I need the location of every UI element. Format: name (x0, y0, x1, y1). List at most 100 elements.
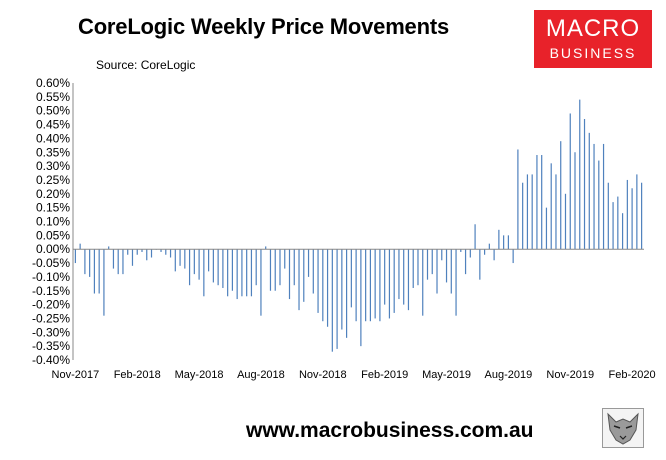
bar (422, 249, 424, 316)
bar (531, 174, 533, 250)
bar (331, 249, 333, 352)
bar (621, 213, 624, 250)
bar (288, 249, 291, 300)
bar (393, 249, 395, 313)
bar (484, 249, 486, 255)
y-tick-label: -0.30% (32, 325, 70, 339)
bar (179, 249, 181, 266)
bar (488, 243, 490, 250)
y-tick-label: 0.60% (36, 76, 70, 90)
bar (626, 179, 628, 250)
bar (369, 249, 371, 322)
bar (503, 235, 505, 250)
bar (150, 249, 153, 258)
bar (255, 249, 257, 286)
bar (583, 119, 586, 250)
bar (550, 163, 552, 250)
bar (188, 249, 191, 286)
y-tick-label: -0.15% (32, 284, 70, 298)
bar (593, 143, 595, 250)
bar (198, 249, 200, 280)
y-tick-label: 0.15% (36, 201, 70, 215)
bar (450, 249, 452, 294)
bar (127, 249, 129, 255)
bar (641, 182, 643, 250)
y-tick-label: -0.40% (32, 353, 70, 367)
y-tick-label: 0.05% (36, 228, 70, 242)
bar (89, 249, 91, 277)
bar (555, 174, 557, 250)
y-tick-label: 0.35% (36, 145, 70, 159)
logo-line-2: BUSINESS (549, 45, 637, 61)
bar (517, 149, 519, 250)
bar (74, 249, 76, 264)
wolf-logo-icon (602, 408, 644, 448)
bar (469, 249, 471, 258)
bar (426, 249, 429, 280)
bar (160, 249, 162, 252)
bar (227, 249, 229, 297)
bar (374, 249, 376, 319)
bar (269, 249, 272, 291)
bar (260, 249, 262, 316)
y-tick-label: 0.50% (36, 104, 70, 118)
bar (241, 249, 243, 297)
y-tick-label: -0.35% (32, 339, 70, 353)
bar (136, 249, 138, 255)
bar (79, 243, 81, 250)
bar (455, 249, 457, 316)
bar (403, 249, 405, 305)
y-tick-label: 0.30% (36, 159, 70, 173)
bar (303, 249, 305, 302)
bar (279, 249, 281, 286)
bar (474, 224, 476, 250)
bar (93, 249, 96, 294)
bar (398, 249, 400, 300)
y-tick-label: 0.25% (36, 173, 70, 187)
x-tick-label: Aug-2019 (485, 369, 533, 381)
bar (431, 249, 433, 275)
bar (326, 249, 329, 327)
bar (346, 249, 348, 338)
bar (412, 249, 414, 288)
bar (341, 249, 343, 330)
bar (284, 249, 286, 269)
bar (388, 249, 391, 319)
bar (350, 249, 352, 308)
y-tick-label: -0.20% (32, 298, 70, 312)
bar (355, 249, 357, 322)
bar (441, 249, 443, 261)
bar (512, 249, 514, 264)
bar (312, 249, 314, 294)
bar (526, 174, 529, 250)
bar (117, 249, 119, 275)
bar (141, 249, 143, 252)
x-tick-label: Aug-2018 (237, 369, 285, 381)
bar (617, 196, 619, 250)
bar (522, 182, 524, 250)
bar (317, 249, 319, 313)
bar (607, 182, 609, 250)
bar (298, 249, 300, 311)
x-tick-label: Nov-2018 (299, 369, 347, 381)
bar (574, 152, 576, 250)
bar (122, 249, 124, 275)
bar (103, 249, 105, 316)
bar (131, 249, 134, 266)
bar (588, 132, 590, 250)
y-tick-label: 0.20% (36, 187, 70, 201)
bar (379, 249, 381, 322)
y-tick-label: 0.45% (36, 118, 70, 132)
bar (612, 202, 614, 250)
bar (293, 249, 295, 286)
bar (193, 249, 195, 275)
x-tick-label: May-2018 (175, 369, 224, 381)
bar (274, 249, 276, 291)
bar (445, 249, 448, 283)
bar (208, 249, 210, 272)
bar (360, 249, 362, 347)
y-axis: -0.40%-0.35%-0.30%-0.25%-0.20%-0.15%-0.1… (32, 76, 74, 367)
bar (322, 249, 324, 322)
bar (108, 246, 110, 250)
bar (169, 249, 172, 258)
